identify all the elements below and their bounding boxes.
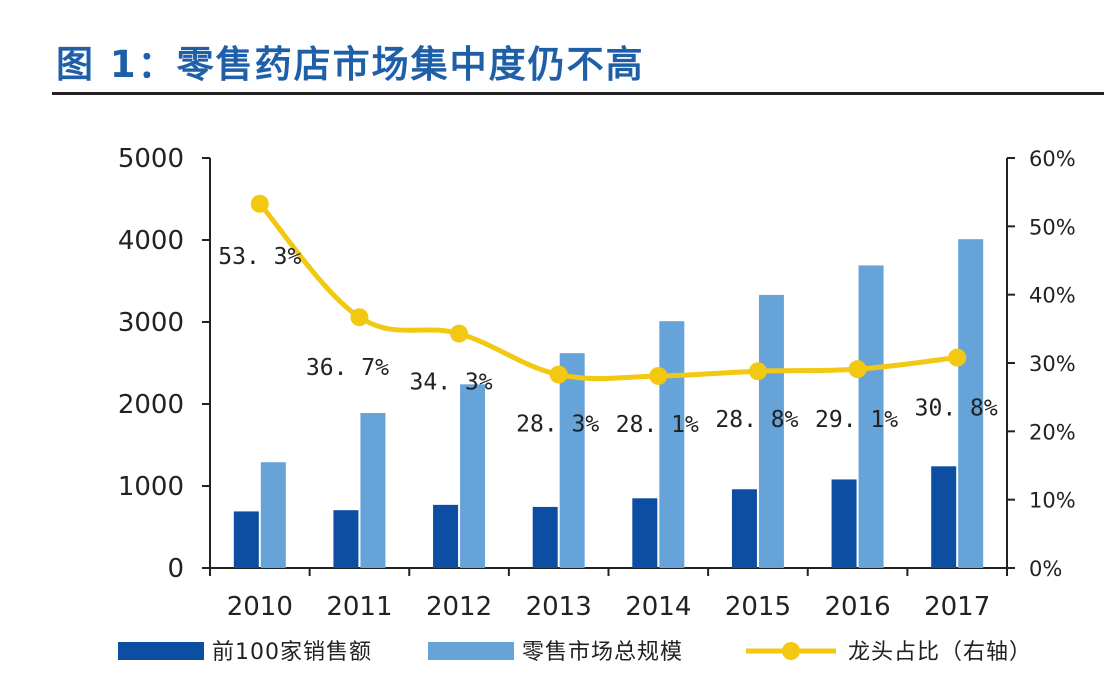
share-data-label: 34. 3% (410, 370, 493, 396)
legend-label-top100: 前100家销售额 (212, 640, 372, 665)
legend-label-market: 零售市场总规模 (522, 640, 683, 665)
share-point (250, 194, 269, 213)
right-axis-tick-label: 0% (1029, 557, 1062, 581)
right-axis-tick-label: 50% (1029, 215, 1076, 239)
left-axis-tick-label: 2000 (118, 390, 184, 420)
share-point (649, 366, 668, 385)
title-divider (52, 92, 1104, 95)
share-point (848, 360, 867, 379)
right-axis-tick-label: 30% (1029, 352, 1076, 376)
share-data-label: 29. 1% (815, 407, 898, 433)
left-axis-tick-label: 5000 (118, 144, 184, 174)
bar-top100-sales (233, 511, 259, 568)
left-axis-tick-label: 4000 (118, 226, 184, 256)
bar-retail-market-size (460, 384, 486, 568)
bar-top100-sales (532, 506, 558, 568)
share-data-label: 28. 8% (715, 407, 798, 433)
bar-retail-market-size (360, 413, 386, 568)
bar-top100-sales (333, 510, 359, 568)
right-axis-tick-label: 10% (1029, 489, 1076, 513)
x-axis-tick-label: 2010 (227, 592, 293, 622)
share-point (450, 324, 469, 343)
bar-top100-sales (731, 489, 757, 568)
bar-top100-sales (632, 498, 658, 568)
legend-label-share: 龙头占比（右轴） (848, 640, 1032, 665)
right-axis-tick-label: 20% (1029, 420, 1076, 444)
bar-top100-sales (831, 479, 857, 568)
x-axis-tick-label: 2011 (326, 592, 392, 622)
x-axis-tick-label: 2013 (526, 592, 592, 622)
share-point (549, 365, 568, 384)
figure-title: 图 1：零售药店市场集中度仍不高 (56, 43, 645, 86)
legend-swatch-market (428, 642, 514, 660)
right-axis-tick-label: 40% (1029, 284, 1076, 308)
share-point (748, 362, 767, 381)
share-data-label: 53. 3% (218, 244, 301, 270)
x-axis-tick-label: 2014 (625, 592, 691, 622)
bar-retail-market-size (260, 462, 286, 568)
bar-top100-sales (931, 466, 957, 568)
x-axis-tick-label: 2017 (924, 592, 990, 622)
share-point (350, 308, 369, 327)
bar-retail-market-size (758, 294, 784, 568)
bar-retail-market-size (659, 321, 685, 568)
share-data-label: 28. 3% (516, 412, 599, 438)
bar-top100-sales (433, 504, 459, 568)
x-axis-tick-label: 2012 (426, 592, 492, 622)
legend-swatch-share-point (782, 642, 800, 660)
share-data-label: 36. 7% (306, 355, 389, 381)
share-point (948, 348, 967, 367)
left-axis-tick-label: 3000 (118, 308, 184, 338)
left-axis-tick-label: 1000 (118, 472, 184, 502)
share-data-label: 30. 8% (915, 396, 998, 422)
legend-swatch-top100 (118, 642, 204, 660)
bar-retail-market-size (559, 353, 585, 568)
x-axis-tick-label: 2016 (824, 592, 890, 622)
right-axis-tick-label: 60% (1029, 147, 1076, 171)
bar-retail-market-size (958, 239, 984, 568)
share-data-label: 28. 1% (616, 412, 699, 438)
share-line (257, 202, 958, 382)
bar-retail-market-size (858, 265, 884, 568)
x-axis-tick-label: 2015 (725, 592, 791, 622)
left-axis-tick-label: 0 (167, 554, 184, 584)
